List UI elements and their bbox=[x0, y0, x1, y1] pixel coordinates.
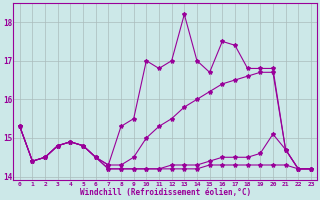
X-axis label: Windchill (Refroidissement éolien,°C): Windchill (Refroidissement éolien,°C) bbox=[80, 188, 251, 197]
